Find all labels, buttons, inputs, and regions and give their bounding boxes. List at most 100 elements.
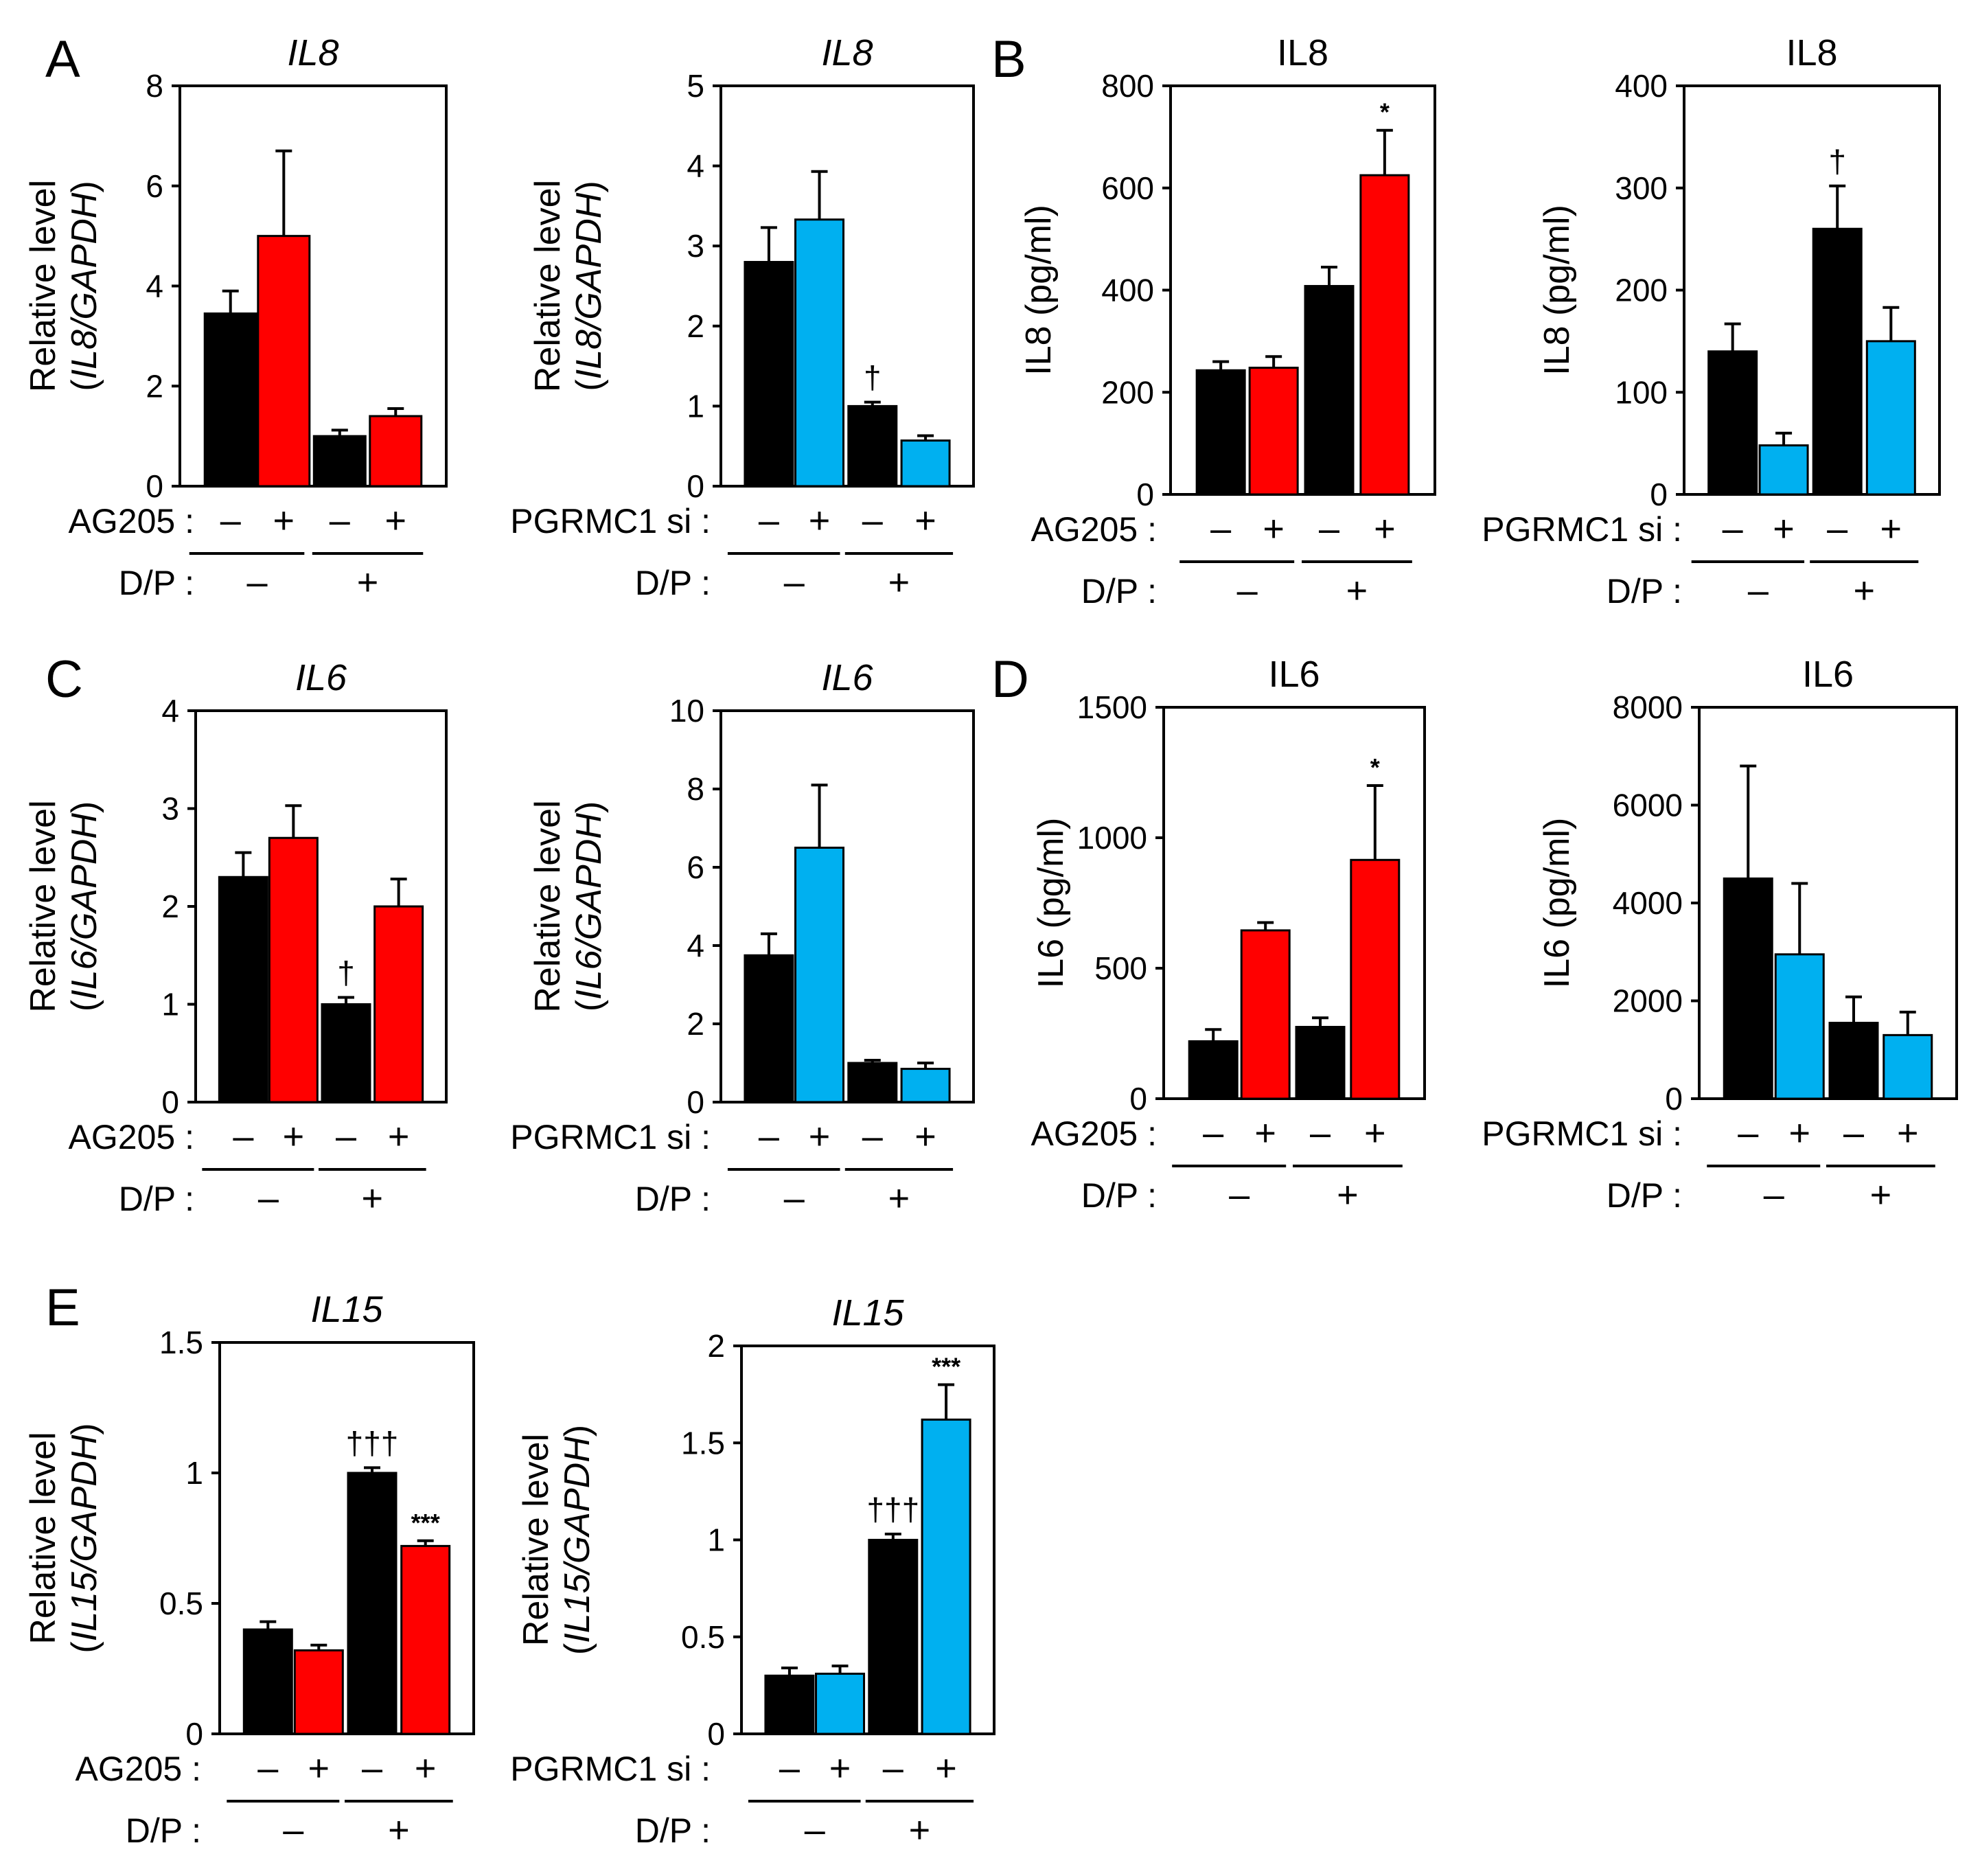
sign-minus: – <box>1738 1112 1758 1154</box>
significance-mark: ††† <box>866 1491 919 1527</box>
row-label-treatment: AG205 : <box>69 1118 194 1156</box>
sign-plus: + <box>1337 1174 1359 1215</box>
y-tick-label: 0 <box>1650 477 1668 512</box>
sign-plus: + <box>415 1748 437 1789</box>
y-axis-label-part: IL8/GAPDH <box>569 192 609 379</box>
bar <box>218 876 268 1103</box>
bar <box>1350 858 1401 1100</box>
row-label-dp: D/P : <box>1081 572 1157 610</box>
y-axis-label-line2: (IL6/GAPDH) <box>569 801 609 1011</box>
y-tick-label: 2 <box>146 368 163 404</box>
row-label-dp: D/P : <box>126 1811 201 1850</box>
y-tick-label: 500 <box>1094 950 1147 986</box>
sign-plus: + <box>809 500 831 541</box>
y-axis-label-line2: (IL6/GAPDH) <box>65 801 104 1011</box>
sign-minus: – <box>759 1116 779 1157</box>
plot-frame <box>720 709 975 1103</box>
significance-mark: † <box>1828 144 1846 179</box>
y-axis-label: Relative level (IL6/GAPDH) <box>23 800 104 1012</box>
y-axis-label-part: IL6/GAPDH <box>65 813 104 1000</box>
sign-minus: – <box>1748 570 1769 611</box>
bar <box>347 1472 398 1735</box>
bar <box>373 905 424 1103</box>
sign-minus: – <box>1210 508 1231 549</box>
chart-title: IL6 <box>1802 654 1854 695</box>
sign-minus: – <box>779 1748 800 1789</box>
bar <box>815 1672 866 1735</box>
row-label-treatment: PGRMC1 si : <box>510 1750 711 1788</box>
panel-letter-e: E <box>45 1279 80 1337</box>
y-tick-label: 400 <box>1615 68 1668 104</box>
y-tick-label: 0 <box>1129 1081 1147 1117</box>
sign-plus: + <box>1263 508 1285 549</box>
y-tick-label: 8000 <box>1613 689 1683 725</box>
bar <box>744 954 794 1103</box>
significance-mark: † <box>337 955 355 991</box>
sign-plus: + <box>1853 570 1875 611</box>
y-tick-label: 1 <box>687 388 704 424</box>
significance-mark: * <box>1380 98 1390 126</box>
y-axis-label-part: IL8/GAPDH <box>65 192 104 379</box>
bar <box>1295 1026 1346 1100</box>
y-tick-label: 1000 <box>1077 820 1147 856</box>
chart-title: IL8 <box>821 32 873 73</box>
bar <box>1359 174 1410 496</box>
bar <box>203 312 257 488</box>
y-axis-label-part: ) <box>65 1423 104 1434</box>
y-axis-label: IL8 (pg/ml) <box>1019 205 1059 376</box>
chart-title: IL6 <box>295 657 347 698</box>
y-tick-label: 0 <box>146 468 163 504</box>
row-label-dp: D/P : <box>119 1180 194 1218</box>
chart-e1: 0 0.5 1 1.5 IL15 Relative level(IL15/GAPDH) ††… <box>23 1289 475 1851</box>
y-axis-label: Relative level (IL8/GAPDH) <box>23 180 104 392</box>
y-axis-label-part: ( <box>569 379 609 391</box>
row-label-treatment: PGRMC1 si : <box>1482 1114 1682 1153</box>
row-label-dp: D/P : <box>635 564 711 602</box>
sign-minus: – <box>1843 1112 1864 1154</box>
sign-plus: + <box>1788 1112 1810 1154</box>
sign-plus: + <box>1254 1112 1276 1154</box>
sign-minus: – <box>246 562 267 603</box>
y-axis-label: IL6 (pg/ml) <box>1031 818 1071 989</box>
y-tick-label: 0 <box>1136 477 1154 512</box>
y-axis-label-line1: Relative level <box>23 180 63 392</box>
y-axis-label-text: IL8 (pg/ml) <box>1537 205 1577 376</box>
sign-minus: – <box>784 562 805 603</box>
row-label-treatment: PGRMC1 si : <box>510 1118 711 1156</box>
bar <box>293 1649 344 1735</box>
row-label-treatment: AG205 : <box>69 502 194 540</box>
panel-letter-b: B <box>991 30 1026 89</box>
chart-title: IL15 <box>310 1289 383 1330</box>
y-tick-label: 200 <box>1615 273 1668 308</box>
y-axis-label-part: IL15/GAPDH <box>65 1434 104 1641</box>
bar <box>794 218 845 488</box>
y-tick-label: 200 <box>1101 374 1154 410</box>
sign-minus: – <box>1723 508 1743 549</box>
y-tick-label: 2 <box>687 1006 704 1042</box>
sign-minus: – <box>1237 570 1258 611</box>
bar <box>242 1628 293 1735</box>
row-label-treatment: AG205 : <box>76 1750 201 1788</box>
y-axis-label-line1: Relative level <box>23 1432 63 1644</box>
y-tick-label: 1500 <box>1077 689 1147 725</box>
sign-plus: + <box>809 1116 831 1157</box>
y-axis-label-line1: Relative level <box>528 180 568 392</box>
bar <box>764 1674 815 1735</box>
bar <box>1774 953 1825 1100</box>
sign-plus: + <box>1346 570 1368 611</box>
y-tick-label: 0 <box>1665 1081 1683 1117</box>
y-axis-label-line1: Relative level <box>528 800 568 1012</box>
y-axis-label-part: ( <box>65 999 104 1011</box>
y-tick-label: 0.5 <box>159 1586 203 1621</box>
bar <box>312 435 367 488</box>
sign-minus: – <box>1319 508 1339 549</box>
bar <box>1248 367 1299 496</box>
y-tick-label: 1.5 <box>681 1425 725 1461</box>
bar <box>1758 444 1809 496</box>
bar <box>321 1003 371 1103</box>
bar <box>369 415 423 488</box>
row-label-treatment: AG205 : <box>1031 510 1157 549</box>
plot-frame <box>1162 706 1426 1100</box>
bar <box>1865 340 1916 496</box>
